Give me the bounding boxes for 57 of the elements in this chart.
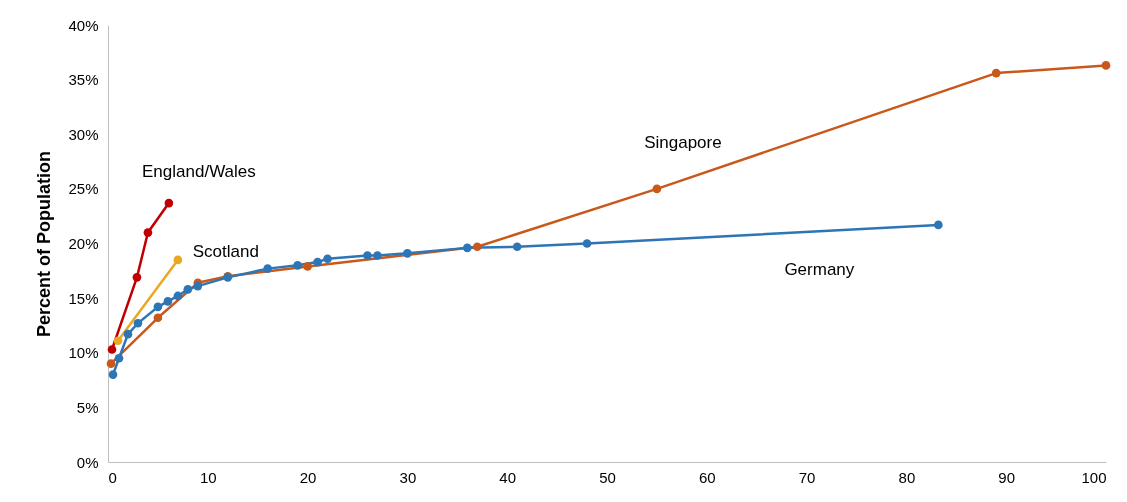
point (934, 220, 943, 230)
point (107, 345, 117, 354)
x-tick-label: 90 (998, 468, 1016, 486)
point (303, 262, 312, 271)
point (106, 359, 116, 368)
point (113, 336, 123, 346)
x-tick-label: 20 (299, 468, 317, 486)
x-tick-label: 70 (798, 468, 816, 486)
y-tick-label: 35% (68, 71, 99, 89)
point (132, 273, 142, 282)
point (143, 228, 153, 237)
x-tick-label: 50 (599, 468, 616, 486)
point (114, 353, 124, 363)
point (173, 291, 183, 301)
series-label: England/Wales (142, 162, 256, 182)
point (153, 313, 163, 323)
point (363, 251, 372, 260)
point (153, 302, 163, 312)
point (472, 242, 482, 252)
point (323, 254, 332, 264)
point (108, 370, 118, 379)
point (403, 249, 412, 258)
x-tick-label: 0 (108, 468, 117, 486)
y-tick-label: 20% (68, 235, 99, 252)
point (123, 329, 133, 339)
y-tick-label: 30% (68, 125, 99, 143)
series-label: Singapore (644, 132, 722, 152)
y-tick-label: 15% (68, 289, 99, 307)
y-tick-label: 10% (68, 344, 99, 362)
point (164, 198, 174, 208)
y-axis-title: Percent of Population (34, 150, 55, 338)
x-tick-label: 80 (898, 468, 916, 486)
point (173, 255, 183, 265)
point (263, 264, 273, 273)
point (313, 257, 322, 267)
y-tick-label: 5% (76, 398, 99, 416)
point (991, 68, 1001, 78)
x-tick-label: 60 (698, 468, 716, 486)
point (183, 285, 193, 294)
x-tick-label: 40 (499, 468, 517, 486)
y-tick-label: 0% (76, 453, 99, 471)
point (133, 318, 143, 328)
y-tick-label: 40% (68, 16, 99, 34)
y-tick-label: 25% (68, 180, 99, 198)
point (582, 239, 592, 248)
point (652, 184, 662, 194)
x-tick-label: 100 (1081, 468, 1107, 486)
series-label: Scotland (192, 241, 259, 261)
x-tick-label: 10 (199, 468, 217, 486)
point (512, 242, 522, 252)
point (373, 251, 382, 260)
point (293, 261, 302, 270)
series-label: Germany (784, 259, 855, 279)
point (163, 297, 173, 306)
point (1101, 61, 1111, 70)
x-tick-label: 30 (399, 468, 417, 486)
point (462, 243, 472, 253)
